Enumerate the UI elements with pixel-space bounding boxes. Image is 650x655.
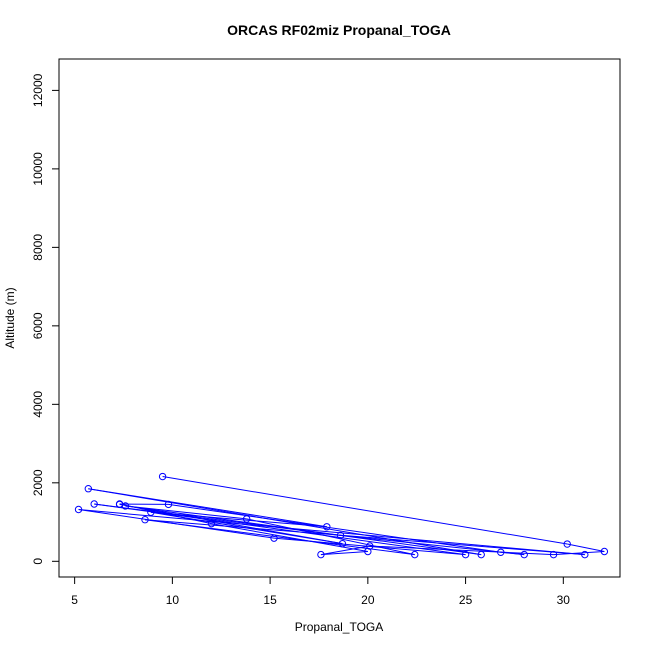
- y-axis-label: Altitude (m): [3, 287, 17, 348]
- x-tick-label: 20: [361, 593, 375, 607]
- x-tick-label: 5: [71, 593, 78, 607]
- x-axis-label: Propanal_TOGA: [295, 620, 384, 634]
- y-tick-label: 10000: [31, 152, 45, 186]
- y-tick-label: 0: [31, 558, 45, 565]
- y-tick-label: 12000: [31, 73, 45, 107]
- y-tick-label: 8000: [31, 234, 45, 261]
- x-tick-label: 25: [459, 593, 473, 607]
- x-tick-label: 10: [166, 593, 180, 607]
- y-tick-label: 6000: [31, 312, 45, 339]
- chart-title: ORCAS RF02miz Propanal_TOGA: [227, 22, 451, 38]
- x-tick-label: 15: [263, 593, 277, 607]
- y-tick-label: 4000: [31, 391, 45, 418]
- x-tick-label: 30: [557, 593, 571, 607]
- y-tick-label: 2000: [31, 469, 45, 496]
